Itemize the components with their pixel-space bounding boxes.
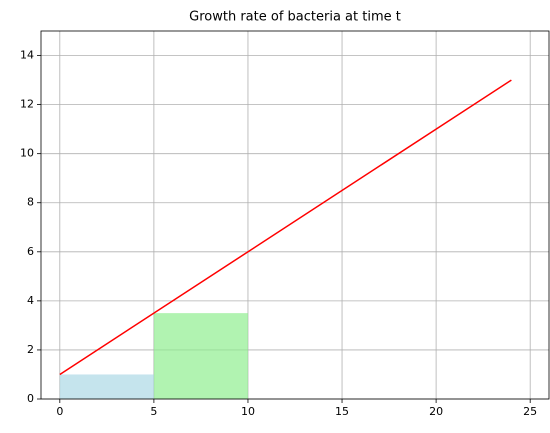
x-tick-label: 25 (523, 405, 537, 418)
x-tick-label: 10 (241, 405, 255, 418)
rectangle (59, 374, 154, 399)
rectangle (153, 313, 248, 399)
y-tick-label: 6 (27, 245, 34, 258)
chart-title: Growth rate of bacteria at time t (189, 10, 401, 25)
x-tick-label: 20 (429, 405, 443, 418)
x-tick-label: 0 (56, 405, 63, 418)
x-tick-label: 5 (150, 405, 157, 418)
y-tick-label: 12 (20, 98, 34, 111)
y-tick-label: 4 (27, 294, 34, 307)
plot-frame (40, 30, 550, 400)
y-tick-label: 14 (20, 49, 34, 62)
y-tick-label: 10 (20, 147, 34, 160)
y-tick-label: 8 (27, 196, 34, 209)
y-tick-label: 0 (27, 392, 34, 405)
x-tick-label: 15 (335, 405, 349, 418)
y-tick-label: 2 (27, 343, 34, 356)
line (59, 79, 512, 376)
